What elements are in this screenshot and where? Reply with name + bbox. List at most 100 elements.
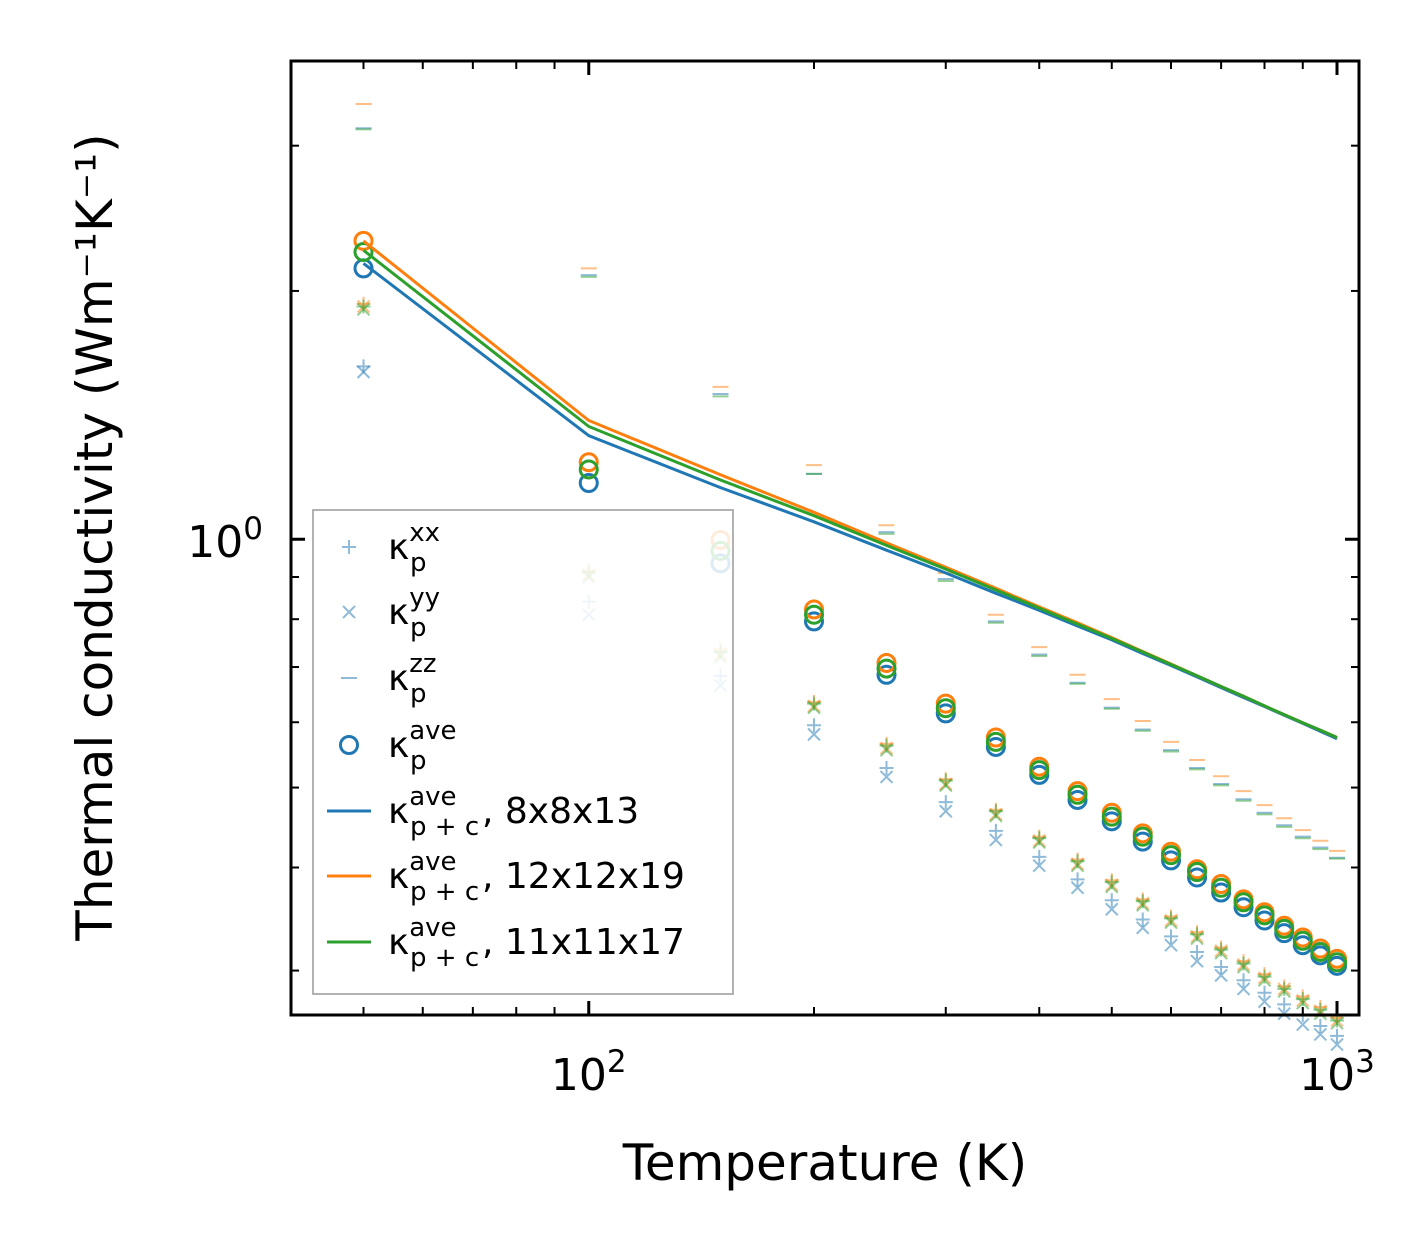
kave-point [1067, 784, 1088, 805]
legend-item: κxx p [342, 518, 440, 578]
kave-point [578, 459, 599, 480]
kyy-point [1236, 960, 1251, 974]
legend-label: κxx p [388, 518, 440, 578]
kave-point [1101, 806, 1122, 827]
kxx-point [1032, 849, 1047, 864]
legend-item: κyy p [342, 583, 440, 643]
kxx-point [1257, 985, 1272, 1000]
legend-marker-cross [342, 605, 356, 619]
kave-point [1187, 867, 1208, 888]
kyy-point [1136, 898, 1150, 912]
kave-point [1327, 952, 1348, 973]
kave-point [876, 664, 897, 685]
kxx-point [807, 718, 822, 733]
kave-point [804, 599, 825, 620]
kave-point [1292, 930, 1313, 951]
legend-label: κave p + c, 12x12x19 [388, 847, 685, 907]
kxx-point [356, 299, 371, 314]
kyy-point [1190, 931, 1204, 946]
kyy-point [1105, 880, 1119, 894]
kyy-point [939, 804, 953, 818]
kave-point [1274, 918, 1295, 939]
kyy-point [807, 700, 821, 715]
kave-point [1161, 845, 1182, 866]
kyy-point [1070, 859, 1085, 873]
kxx-point [1135, 912, 1150, 927]
kxx-point [1313, 1018, 1328, 1033]
kyy-point [939, 778, 953, 793]
kyy-point [1190, 954, 1204, 968]
legend-box [312, 509, 734, 995]
kyy-point [989, 809, 1003, 823]
legend-item: κave p + c, 8x8x13 [327, 782, 639, 842]
kyy-point [879, 770, 894, 784]
kxx-point [1214, 959, 1229, 974]
kxx-point [938, 795, 953, 810]
kyy-point [1236, 982, 1251, 996]
x-tick-label: 102 [551, 1044, 627, 1101]
plot-area [353, 103, 1348, 1052]
kxx-point [1277, 981, 1292, 996]
kyy-point [356, 365, 371, 379]
kyy-point [1214, 968, 1228, 983]
kxx-point [1277, 997, 1292, 1012]
kxx-point [1070, 872, 1085, 887]
kave-point [1211, 877, 1232, 898]
x-axis-label: Temperature (K) [622, 1134, 1027, 1192]
legend-item: κave p + c, 11x11x17 [327, 913, 685, 973]
kave-point [985, 731, 1006, 752]
kyy-point [1164, 915, 1178, 930]
kyy-point [989, 833, 1003, 847]
kxx-point [879, 761, 894, 776]
kave-point [1029, 760, 1050, 781]
kxx-point [1190, 944, 1205, 959]
kyy-point [1214, 946, 1228, 960]
y-tick-label: 100 [187, 511, 263, 568]
kave-point [578, 452, 599, 473]
legend-label: κzz p [388, 649, 437, 709]
kyy-point [1330, 1016, 1344, 1030]
kyy-point [1070, 881, 1085, 895]
kyy-point [1164, 938, 1178, 952]
kxx-point [1236, 973, 1251, 988]
series-group-11x11x17 [353, 128, 1348, 1030]
kyy-point [1032, 835, 1046, 850]
x-tick-label: 103 [1299, 1044, 1375, 1101]
kave-point [1132, 826, 1153, 847]
kave-point [1233, 892, 1254, 913]
kave-point [353, 230, 374, 251]
kyy-point [1105, 902, 1119, 916]
kyy-point [879, 743, 894, 757]
kyy-point [1296, 1017, 1310, 1032]
kyy-point [1313, 1027, 1328, 1042]
kave-point [1310, 941, 1331, 962]
kave-point [876, 652, 897, 673]
kyy-point [1296, 996, 1310, 1010]
legend-item: κave p [339, 716, 457, 776]
legend-item: κzz p [341, 649, 437, 709]
kyy-point [1330, 1037, 1344, 1052]
kxx-point [1104, 893, 1119, 908]
kyy-point [1032, 859, 1046, 873]
kxx-point [988, 823, 1003, 838]
kave-point [804, 604, 825, 625]
kpc-line-11x11x17 [362, 249, 1338, 739]
legend-item: κave p + c, 12x12x19 [327, 847, 685, 907]
kxx-point [1164, 929, 1179, 944]
kyy-point [1257, 995, 1272, 1009]
kyy-point [1136, 921, 1150, 935]
y-axis-label: Thermal conductivity (Wm⁻¹K⁻¹) [66, 133, 124, 941]
kxx-point [1330, 1028, 1345, 1043]
kave-point [578, 473, 599, 494]
kave-point [1187, 862, 1208, 883]
legend-marker-circle [339, 735, 359, 755]
kyy-point [1277, 984, 1291, 999]
legend-label: κyy p [388, 583, 440, 643]
legend-label: κave p [388, 716, 457, 776]
kave-point [1254, 905, 1275, 926]
legend-label: κave p + c, 11x11x17 [388, 913, 685, 973]
kave-point [876, 658, 897, 679]
kave-point [353, 241, 374, 262]
